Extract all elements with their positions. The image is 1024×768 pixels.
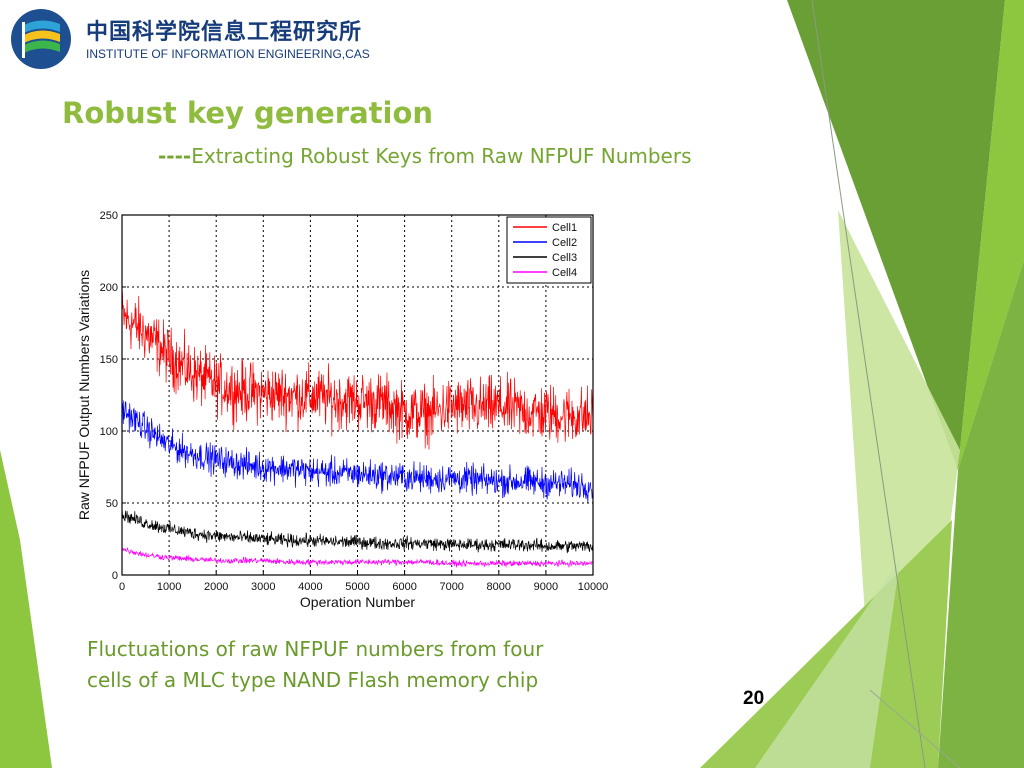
subtitle-dashes: ---- [158, 144, 192, 168]
left-green-shape [0, 450, 52, 768]
right-light-green-shape [838, 210, 960, 690]
x-tick-label: 7000 [439, 581, 463, 593]
right-green-shape [958, 0, 1024, 470]
series-line-cell2 [121, 400, 594, 503]
y-tick-label: 0 [112, 570, 118, 582]
bottom-green-shape [700, 520, 952, 768]
nfpuf-fluctuation-chart: 0 1000 2000 3000 4000 5000 6000 7000 8000 9000 100… [76, 210, 609, 610]
y-tick-label: 250 [100, 210, 118, 222]
y-axis-label: Raw NFPUF Output Numbers Variations [76, 270, 92, 520]
figure-caption: Fluctuations of raw NFPUF numbers from f… [87, 634, 647, 696]
y-tick-label: 100 [100, 426, 118, 438]
y-tick-label: 200 [100, 282, 118, 294]
x-tick-label: 8000 [487, 581, 511, 593]
x-tick-label: 1000 [157, 581, 181, 593]
thin-diagonal-line [811, 0, 926, 768]
caption-line-2: cells of a MLC type NAND Flash memory ch… [87, 668, 539, 692]
right-dark-green-shape [787, 0, 1005, 470]
iie-cas-logo-icon [11, 9, 71, 69]
subtitle-text: Extracting Robust Keys from Raw NFPUF Nu… [191, 144, 692, 168]
bottom-light-green-shape [755, 560, 900, 768]
legend-label-cell1: Cell1 [552, 222, 577, 234]
series-line-cell1 [121, 291, 594, 450]
slide-title: Robust key generation [62, 96, 434, 130]
caption-line-1: Fluctuations of raw NFPUF numbers from f… [87, 637, 544, 661]
legend-label-cell2: Cell2 [552, 237, 577, 249]
x-axis-label: Operation Number [300, 594, 416, 610]
series-line-cell4 [121, 546, 594, 568]
y-tick-label: 150 [100, 354, 118, 366]
legend-label-cell4: Cell4 [552, 267, 577, 279]
legend-label-cell3: Cell3 [552, 252, 577, 264]
org-name-en: INSTITUTE OF INFORMATION ENGINEERING,CAS [86, 47, 370, 61]
series-line-cell3 [121, 507, 594, 554]
x-tick-label: 3000 [251, 581, 275, 593]
x-tick-label: 0 [119, 581, 125, 593]
y-tick-label: 50 [106, 498, 118, 510]
x-tick-label: 5000 [345, 581, 369, 593]
right-lower-green-shape [938, 260, 1024, 768]
x-tick-label: 10000 [578, 581, 609, 593]
thin-diagonal-line-2 [869, 689, 961, 768]
slide-subtitle: ----Extracting Robust Keys from Raw NFPU… [158, 144, 692, 168]
page-number: 20 [743, 688, 765, 709]
org-name-cn: 中国科学院信息工程研究所 [86, 20, 363, 45]
x-tick-label: 6000 [392, 581, 416, 593]
x-tick-label: 4000 [298, 581, 322, 593]
x-tick-label: 9000 [534, 581, 558, 593]
x-tick-label: 2000 [204, 581, 228, 593]
